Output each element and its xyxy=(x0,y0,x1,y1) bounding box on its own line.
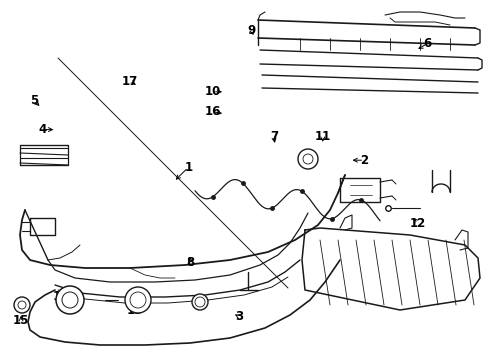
Text: 17: 17 xyxy=(121,75,138,87)
Text: 13: 13 xyxy=(126,304,142,317)
Text: 12: 12 xyxy=(409,217,426,230)
Text: 2: 2 xyxy=(360,154,367,167)
Circle shape xyxy=(130,292,146,308)
Text: 1: 1 xyxy=(184,161,192,174)
Circle shape xyxy=(303,154,312,164)
Text: 6: 6 xyxy=(423,37,431,50)
Text: 14: 14 xyxy=(53,291,69,303)
Text: 15: 15 xyxy=(13,314,29,327)
Text: 9: 9 xyxy=(247,24,255,37)
Text: 3: 3 xyxy=(235,310,243,323)
Circle shape xyxy=(62,292,78,308)
Text: 5: 5 xyxy=(30,94,38,107)
Circle shape xyxy=(14,297,30,313)
Text: 7: 7 xyxy=(269,130,277,143)
Circle shape xyxy=(125,287,151,313)
Circle shape xyxy=(297,149,317,169)
Text: 10: 10 xyxy=(204,85,221,98)
Text: 4: 4 xyxy=(39,123,47,136)
Circle shape xyxy=(56,286,84,314)
Text: 11: 11 xyxy=(314,130,330,143)
Circle shape xyxy=(195,297,204,307)
Text: 8: 8 xyxy=(186,256,194,269)
Circle shape xyxy=(192,294,207,310)
Text: 16: 16 xyxy=(204,105,221,118)
Circle shape xyxy=(18,301,26,309)
